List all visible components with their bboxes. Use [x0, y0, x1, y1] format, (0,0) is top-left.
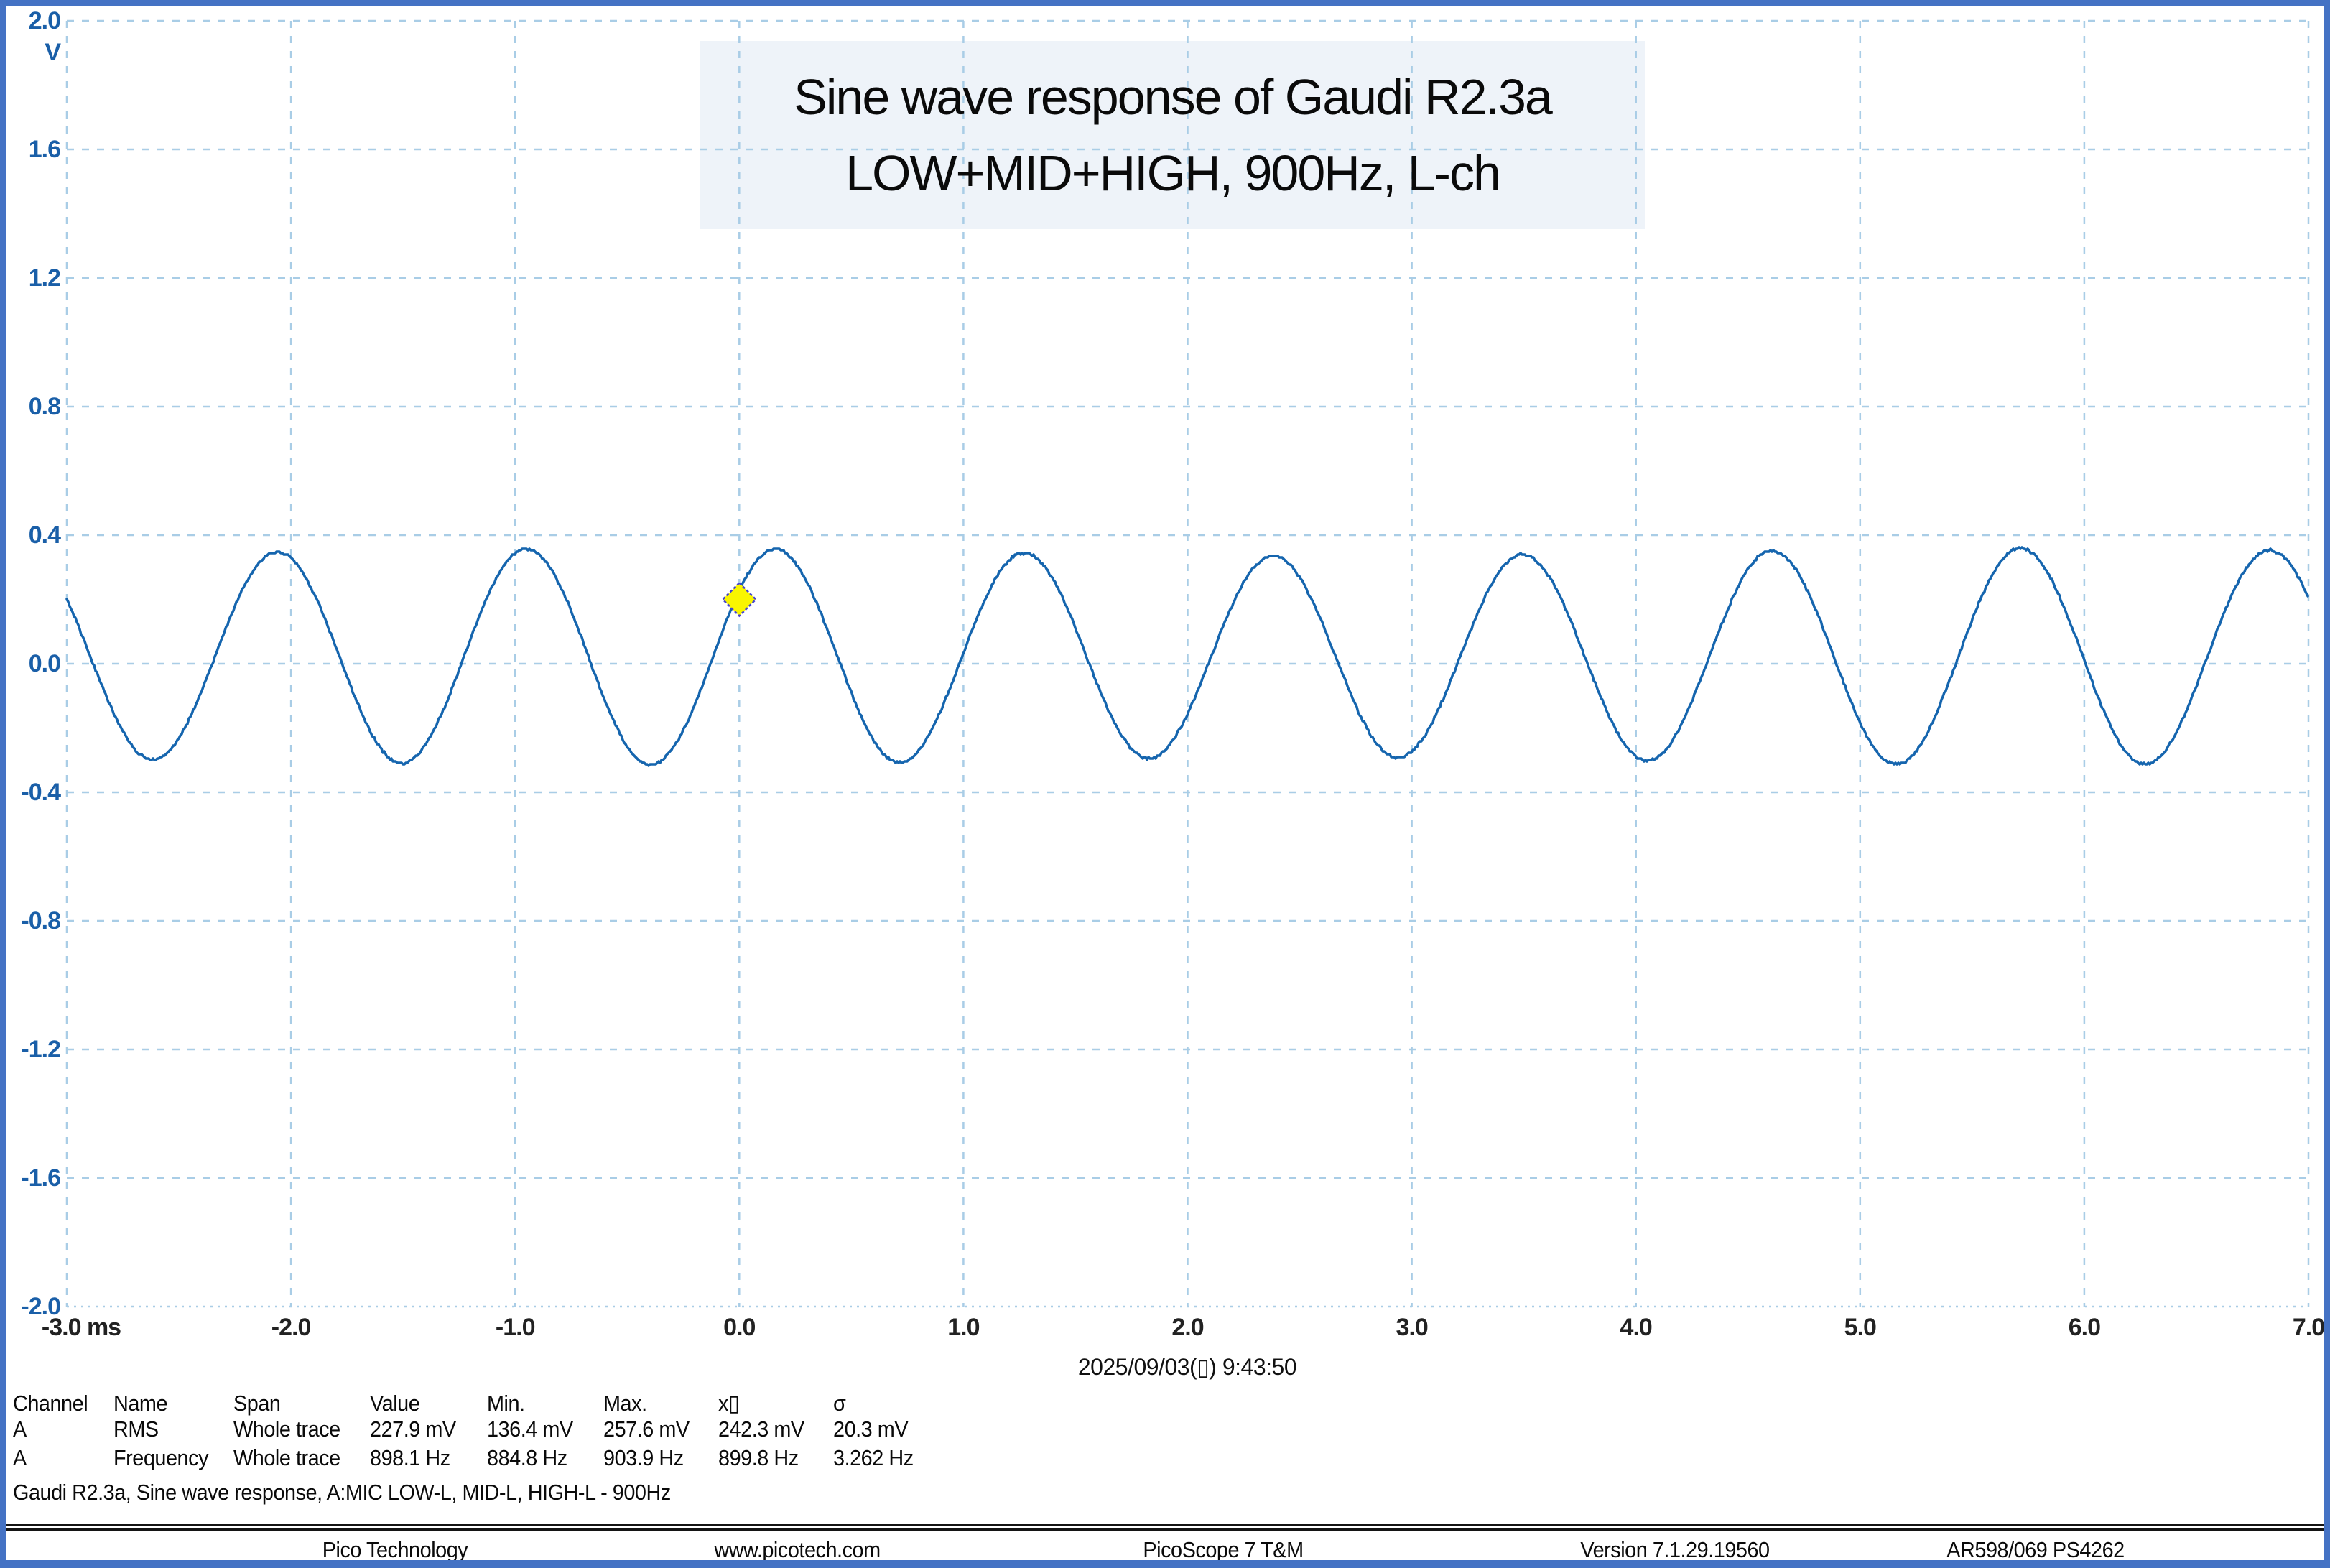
footer-separator-line-thick: [0, 1528, 2330, 1531]
x-tick-label: 1.0: [947, 1314, 980, 1341]
y-tick-label: 0.4: [28, 521, 61, 549]
capture-timestamp: 2025/09/03(▯) 9:43:50: [1077, 1354, 1297, 1380]
measurement-cell: Whole trace: [233, 1445, 340, 1470]
capture-annotation: Gaudi R2.3a, Sine wave response, A:MIC L…: [13, 1480, 671, 1505]
measurement-cell: A: [13, 1445, 27, 1470]
measurement-header-1: Name: [113, 1391, 168, 1416]
y-tick-label: -0.4: [21, 779, 61, 806]
measurement-header-0: Channel: [13, 1391, 88, 1416]
y-tick-label: -1.6: [21, 1164, 61, 1192]
y-tick-label: 1.6: [28, 136, 61, 163]
x-tick-label: 7.0: [2292, 1314, 2325, 1341]
measurement-cell: 20.3 mV: [833, 1416, 909, 1442]
x-tick-label: 4.0: [1620, 1314, 1653, 1341]
y-tick-label: 1.2: [28, 264, 61, 292]
measurement-cell: 899.8 Hz: [718, 1445, 799, 1470]
measurement-cell: Whole trace: [233, 1416, 340, 1442]
footer-item-0: Pico Technology: [322, 1537, 468, 1562]
measurement-cell: 227.9 mV: [370, 1416, 456, 1442]
measurement-header-4: Min.: [487, 1391, 525, 1416]
x-tick-label: -2.0: [271, 1314, 312, 1341]
footer-item-2: PicoScope 7 T&M: [1143, 1537, 1304, 1562]
chart-title-line1: Sine wave response of Gaudi R2.3a: [794, 69, 1553, 125]
y-tick-label: -0.8: [21, 907, 61, 934]
x-tick-label: 2.0: [1171, 1314, 1204, 1341]
x-tick-label: 5.0: [1844, 1314, 1877, 1341]
measurement-header-3: Value: [370, 1391, 420, 1416]
measurement-cell: A: [13, 1416, 27, 1442]
chart-title-line2: LOW+MID+HIGH, 900Hz, L-ch: [845, 145, 1501, 201]
measurement-header-5: Max.: [603, 1391, 647, 1416]
measurement-cell: RMS: [113, 1416, 159, 1442]
trigger-marker-diamond: [721, 581, 758, 618]
measurement-cell: 903.9 Hz: [603, 1445, 684, 1470]
measurement-cell: Frequency: [113, 1445, 209, 1470]
measurement-cell: 898.1 Hz: [370, 1445, 450, 1470]
measurement-cell: 884.8 Hz: [487, 1445, 567, 1470]
y-tick-label: -2.0: [21, 1293, 61, 1320]
y-tick-label: 0.0: [28, 650, 61, 677]
measurement-cell: 3.262 Hz: [833, 1445, 914, 1470]
measurement-cell: 242.3 mV: [718, 1416, 804, 1442]
y-tick-label: 0.8: [28, 393, 61, 420]
footer-separator-line: [0, 1524, 2330, 1526]
footer-item-4: AR598/069 PS4262: [1946, 1537, 2125, 1562]
y-axis-unit-label: V: [45, 39, 61, 66]
x-tick-label: -3.0 ms: [41, 1314, 121, 1341]
measurement-cell: 136.4 mV: [487, 1416, 573, 1442]
x-tick-label: 3.0: [1396, 1314, 1428, 1341]
measurement-header-6: x▯: [718, 1391, 740, 1416]
grid-horizontal-lines: [67, 19, 2308, 1179]
chart-title: Sine wave response of Gaudi R2.3a LOW+MI…: [700, 41, 1645, 229]
channel-a-trace: [65, 546, 2309, 767]
x-tick-label: -1.0: [495, 1314, 536, 1341]
measurement-header-7: σ: [833, 1391, 846, 1416]
y-tick-label: 2.0: [28, 7, 61, 34]
footer-item-3: Version 7.1.29.19560: [1580, 1537, 1770, 1562]
measurement-cell: 257.6 mV: [603, 1416, 690, 1442]
y-tick-label: -1.2: [21, 1036, 61, 1063]
footer-item-1: www.picotech.com: [714, 1537, 881, 1562]
x-tick-label: 6.0: [2068, 1314, 2101, 1341]
x-tick-label: 0.0: [723, 1314, 756, 1341]
title-background-box: [700, 41, 1645, 229]
measurement-header-2: Span: [233, 1391, 281, 1416]
